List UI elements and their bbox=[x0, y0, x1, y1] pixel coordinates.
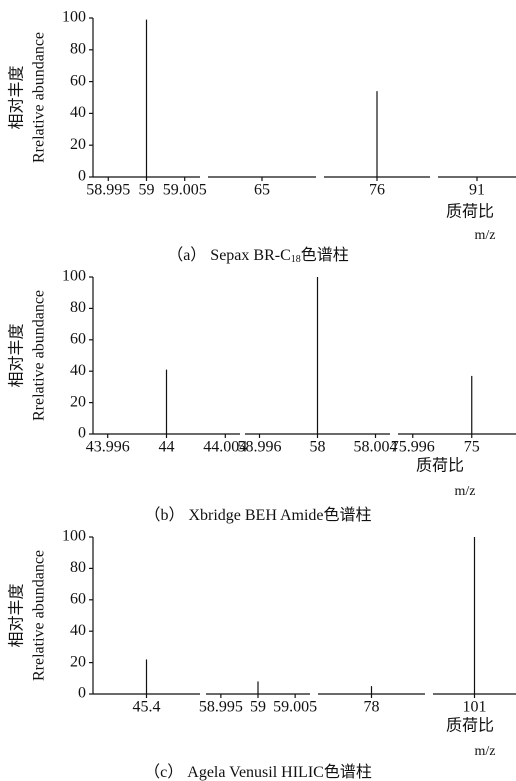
x-tick-label: 91 bbox=[469, 182, 485, 199]
y-axis-label-en: Rrelative abundance bbox=[31, 32, 48, 163]
y-tick-label: 0 bbox=[78, 685, 86, 702]
x-axis-unit: m/z bbox=[475, 744, 496, 759]
y-tick-label: 100 bbox=[62, 268, 86, 285]
x-tick-label: 101 bbox=[463, 699, 487, 716]
x-tick-label: 59.005 bbox=[163, 182, 207, 199]
x-tick-label: 58.004 bbox=[354, 439, 398, 456]
y-tick-label: 20 bbox=[70, 393, 86, 410]
x-tick-label: 75 bbox=[464, 439, 480, 456]
x-tick-label: 58 bbox=[310, 439, 326, 456]
y-tick-label: 60 bbox=[70, 330, 86, 347]
x-tick-label: 58.995 bbox=[86, 182, 130, 199]
x-tick-label: 58.995 bbox=[199, 699, 243, 716]
caption-suffix: 色谱柱 bbox=[301, 246, 349, 264]
y-tick-label: 60 bbox=[70, 590, 86, 607]
y-tick-label: 40 bbox=[70, 362, 86, 379]
x-tick-label: 59 bbox=[139, 182, 155, 199]
x-tick-label: 43.996 bbox=[86, 439, 130, 456]
caption-subscript: 18 bbox=[291, 254, 301, 265]
y-tick-label: 0 bbox=[78, 168, 86, 185]
y-tick-label: 20 bbox=[70, 136, 86, 153]
caption-text: （c） Agela Venusil HILIC色谱柱 bbox=[144, 763, 372, 781]
y-tick-label: 0 bbox=[78, 425, 86, 442]
y-axis-label-en: Rrelative abundance bbox=[31, 550, 48, 681]
y-axis-label: 相对丰度 bbox=[8, 65, 26, 129]
x-axis-label: 质荷比 bbox=[416, 457, 464, 475]
x-tick-label: 44.004 bbox=[203, 439, 247, 456]
x-tick-label: 44 bbox=[159, 439, 175, 456]
x-axis-unit: m/z bbox=[475, 228, 496, 243]
y-axis-label: 相对丰度 bbox=[8, 323, 26, 387]
y-axis-label-en: Rrelative abundance bbox=[31, 290, 48, 421]
x-tick-label: 65 bbox=[254, 182, 270, 199]
y-tick-label: 40 bbox=[70, 104, 86, 121]
x-axis-unit: m/z bbox=[455, 484, 476, 499]
x-tick-label: 45.4 bbox=[133, 699, 161, 716]
x-tick-label: 75.996 bbox=[391, 439, 435, 456]
x-tick-label: 58.996 bbox=[238, 439, 282, 456]
y-tick-label: 80 bbox=[70, 559, 86, 576]
x-tick-label: 59.005 bbox=[273, 699, 317, 716]
caption-text: （b） Xbridge BEH Amide色谱柱 bbox=[144, 506, 371, 524]
y-tick-label: 20 bbox=[70, 653, 86, 670]
x-axis-label: 质荷比 bbox=[446, 203, 494, 221]
y-tick-label: 80 bbox=[70, 299, 86, 316]
caption: （c） Agela Venusil HILIC色谱柱 bbox=[144, 763, 372, 781]
y-axis-label: 相对丰度 bbox=[8, 583, 26, 647]
x-tick-label: 59 bbox=[250, 699, 266, 716]
caption: （a） Sepax BR-C18色谱柱 bbox=[167, 246, 349, 266]
caption: （b） Xbridge BEH Amide色谱柱 bbox=[144, 506, 371, 524]
y-tick-label: 100 bbox=[62, 528, 86, 545]
y-tick-label: 60 bbox=[70, 72, 86, 89]
y-tick-label: 80 bbox=[70, 40, 86, 57]
caption-text: （a） Sepax BR-C bbox=[167, 246, 291, 264]
y-tick-label: 40 bbox=[70, 622, 86, 639]
x-tick-label: 78 bbox=[364, 699, 380, 716]
y-tick-label: 100 bbox=[62, 9, 86, 26]
x-axis-label: 质荷比 bbox=[446, 717, 494, 735]
x-tick-label: 76 bbox=[369, 182, 385, 199]
